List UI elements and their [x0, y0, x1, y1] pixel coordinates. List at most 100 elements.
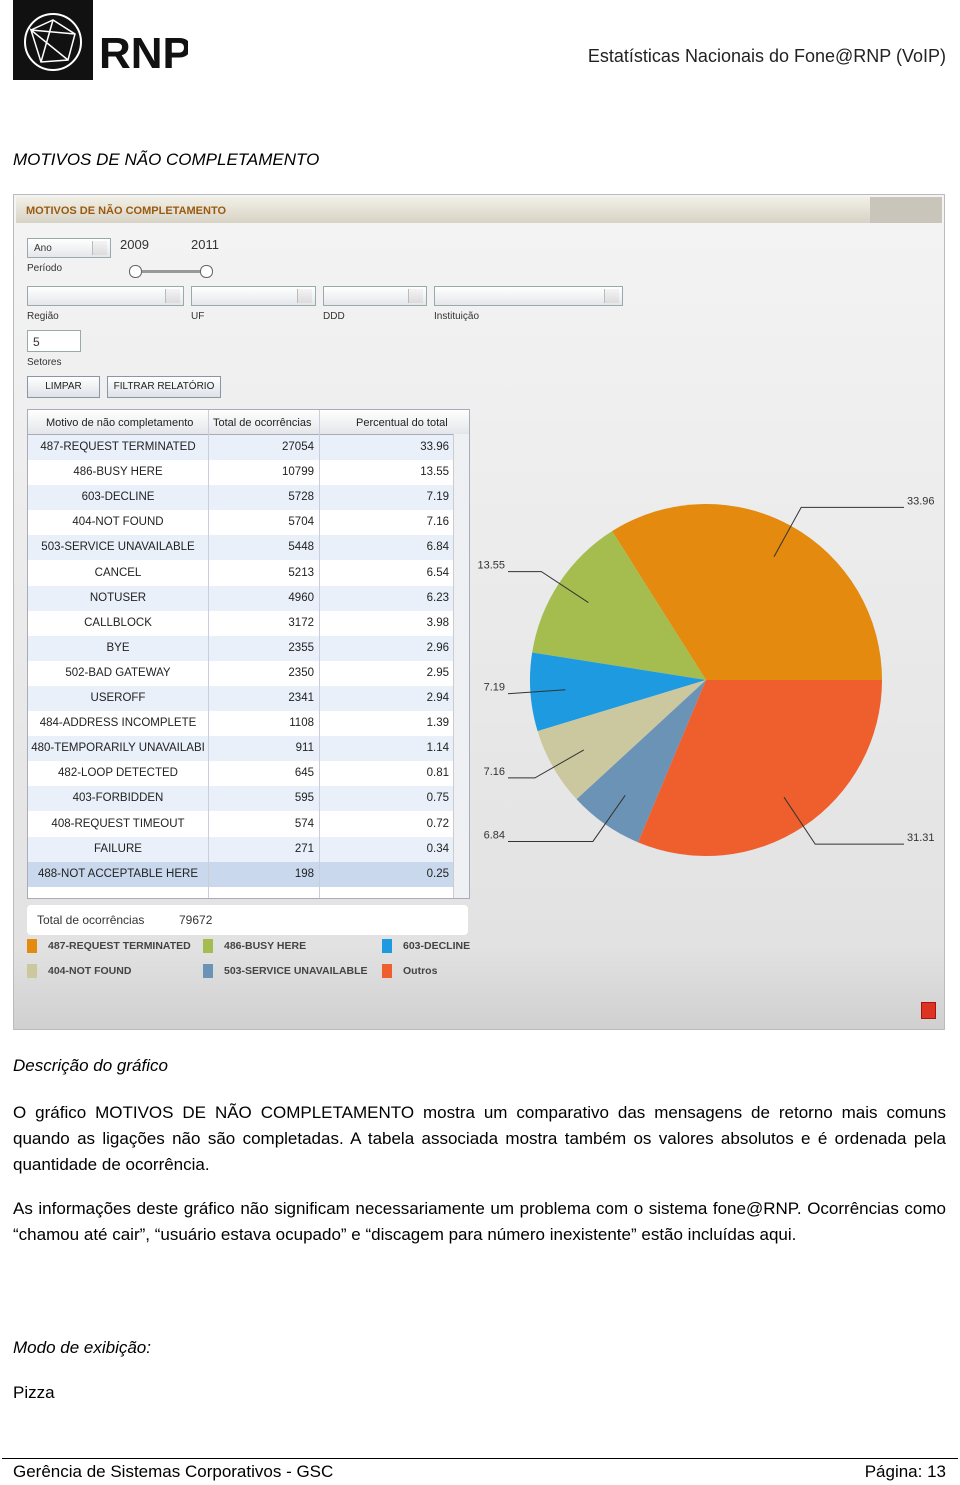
sectors-label: Setores — [27, 357, 62, 368]
row-label: 503-SERVICE UNAVAILABLE — [41, 541, 195, 554]
filter-label: Região — [27, 311, 59, 322]
slider-handle[interactable] — [129, 265, 142, 278]
uf-select[interactable] — [191, 286, 316, 306]
table-row — [28, 460, 453, 486]
table-row — [28, 811, 453, 837]
table-row — [28, 686, 453, 711]
total-box: Total de ocorrências 79672 — [27, 905, 468, 935]
legend-swatch — [203, 939, 213, 953]
app-window: MOTIVOS DE NÃO COMPLETAMENTO Ano Período… — [13, 194, 945, 1030]
period-select[interactable]: Ano — [27, 238, 111, 258]
table-header — [28, 410, 469, 435]
row-count: 911 — [295, 742, 314, 755]
data-table: Motivo de não completamento Total de oco… — [27, 409, 470, 899]
row-percent: 0.72 — [426, 817, 449, 830]
table-row — [28, 786, 453, 812]
footer-right: Página: 13 — [864, 1462, 946, 1481]
total-label: Total de ocorrências — [37, 913, 145, 927]
column-header: Motivo de não completamento — [46, 417, 194, 429]
row-percent: 7.19 — [426, 491, 449, 504]
row-count: 595 — [294, 792, 314, 805]
row-label: 488-NOT ACCEPTABLE HERE — [38, 867, 198, 880]
scrollbar[interactable] — [453, 434, 469, 898]
row-label: 603-DECLINE — [81, 491, 155, 504]
table-row — [28, 585, 453, 611]
row-count: 5448 — [288, 541, 314, 554]
pie-slice — [612, 503, 882, 680]
row-label: 404-NOT FOUND — [72, 516, 164, 529]
slider-handle[interactable] — [200, 265, 213, 278]
table-row — [28, 635, 453, 661]
period-label: Período — [27, 263, 63, 274]
row-percent: 0.34 — [426, 842, 449, 855]
column-divider — [208, 410, 209, 898]
row-count: 271 — [294, 842, 314, 855]
row-percent: 6.23 — [426, 591, 449, 604]
leader-line — [783, 796, 904, 845]
row-percent: 0.81 — [426, 767, 449, 780]
table-row — [28, 560, 453, 586]
window-controls[interactable] — [870, 197, 942, 223]
logo-text: RNP — [99, 29, 188, 78]
row-percent: 7.16 — [426, 516, 449, 529]
data-label: 7.19 — [484, 682, 505, 694]
row-percent: 2.94 — [426, 692, 449, 704]
table-row — [28, 836, 453, 862]
leader-line — [508, 749, 585, 779]
section-title: MOTIVOS DE NÃO COMPLETAMENTO — [13, 150, 320, 169]
filter-label: Instituição — [434, 311, 480, 322]
data-label: 7.16 — [484, 766, 505, 778]
pdf-icon[interactable] — [921, 1002, 936, 1019]
table-row — [28, 711, 453, 737]
institution-select[interactable] — [434, 286, 623, 306]
row-label: BYE — [106, 641, 130, 654]
paragraph: O gráfico MOTIVOS DE NÃO COMPLETAMENTO m… — [13, 1103, 946, 1174]
row-count: 10799 — [282, 466, 314, 479]
row-percent: 6.54 — [426, 566, 449, 579]
row-count: 198 — [294, 867, 314, 880]
legend-label: 603-DECLINE — [403, 940, 471, 952]
total-value: 79672 — [179, 913, 213, 927]
clear-button[interactable]: LIMPAR — [27, 376, 100, 398]
row-label: 403-FORBIDDEN — [72, 792, 164, 805]
pie-slice — [532, 531, 706, 680]
row-label: CALLBLOCK — [84, 616, 152, 629]
sectors-input[interactable]: 5 — [27, 330, 81, 352]
row-label: 487-REQUEST TERMINATED — [40, 441, 196, 453]
row-percent: 13.55 — [420, 466, 449, 479]
filter-button[interactable]: FILTRAR RELATÓRIO — [107, 376, 221, 398]
ddd-select[interactable] — [323, 286, 427, 306]
paragraph: As informações deste gráfico não signifi… — [13, 1199, 946, 1244]
data-label: 6.84 — [484, 829, 505, 841]
period-select-value: Ano — [34, 243, 52, 254]
data-label: 31.31 — [907, 832, 935, 844]
pie-chart: 33.96 13.55 7.19 7.16 6.84 31.31 — [477, 495, 935, 856]
filter-label: UF — [191, 311, 205, 322]
row-percent: 0.75 — [426, 792, 449, 805]
footer-left: Gerência de Sistemas Corporativos - GSC — [13, 1462, 334, 1481]
column-divider — [319, 410, 320, 898]
row-label: FAILURE — [94, 842, 142, 855]
column-header: Total de ocorrências — [213, 417, 312, 429]
slider-label: 2011 — [191, 237, 219, 252]
header-title: Estatísticas Nacionais do Fone@RNP (VoIP… — [587, 46, 946, 66]
row-label: 502-BAD GATEWAY — [65, 666, 171, 679]
row-label: USEROFF — [90, 692, 146, 704]
leader-line — [508, 571, 589, 603]
sectors-value: 5 — [33, 335, 40, 349]
row-count: 5704 — [288, 516, 314, 529]
row-count: 4960 — [288, 591, 314, 604]
row-percent: 6.84 — [426, 541, 449, 554]
region-select[interactable] — [27, 286, 184, 306]
row-count: 2350 — [288, 666, 314, 679]
row-label: CANCEL — [94, 566, 142, 579]
row-count: 5728 — [288, 491, 314, 504]
row-label: 408-REQUEST TIMEOUT — [51, 817, 185, 830]
table-row — [28, 660, 453, 686]
leader-line — [508, 795, 626, 842]
row-count: 2355 — [288, 641, 314, 654]
table-row — [28, 761, 453, 787]
row-percent: 0.25 — [426, 867, 449, 880]
pie-slice — [638, 680, 882, 856]
